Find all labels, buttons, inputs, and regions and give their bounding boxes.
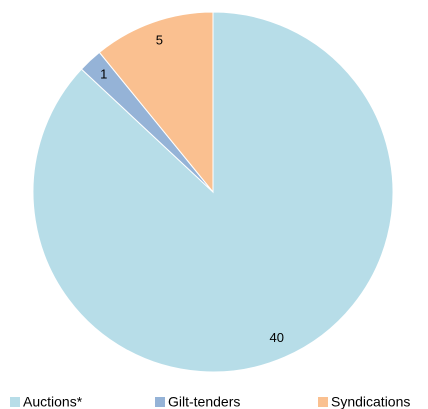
pie-slice (32, 11, 394, 373)
data-label: 40 (270, 330, 284, 345)
legend-label: Syndications (331, 394, 410, 409)
legend-label: Auctions* (23, 394, 83, 409)
legend-label: Gilt-tenders (168, 394, 240, 409)
data-label: 1 (100, 67, 107, 82)
data-label: 5 (156, 33, 163, 48)
pie-slice (98, 11, 214, 194)
legend-swatch (155, 397, 165, 407)
legend-swatch (10, 397, 20, 407)
legend-swatch (318, 397, 328, 407)
